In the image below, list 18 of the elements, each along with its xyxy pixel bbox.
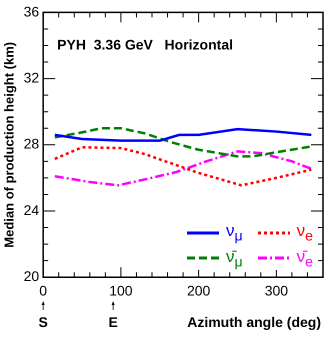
y-tick-label: 20 (24, 268, 40, 284)
y-axis-title: Median of production height (km) (1, 42, 16, 248)
legend-label: ν$_{e}$ (296, 221, 313, 245)
text: E (108, 314, 118, 330)
x-axis-title: Azimuth angle (deg) (187, 314, 321, 330)
x-tick-label: 0 (39, 282, 48, 298)
legend-label: ν̄$_{e}$ (296, 246, 313, 270)
y-tick-label: 24 (24, 202, 40, 218)
legend-label: ν̄$_{μ}$ (226, 246, 243, 270)
x-tick-label: 100 (109, 282, 133, 298)
y-tick-label: 28 (24, 136, 40, 152)
legend-label: ν$_{μ}$ (226, 221, 243, 245)
x-tick-label: 300 (264, 282, 288, 298)
text: PYH 3.36 GeV Horizontal (57, 36, 233, 52)
text: S (38, 314, 48, 330)
y-tick-label: 36 (24, 3, 40, 20)
x-tick-label: 200 (186, 282, 211, 298)
y-tick-label: 32 (24, 69, 40, 86)
